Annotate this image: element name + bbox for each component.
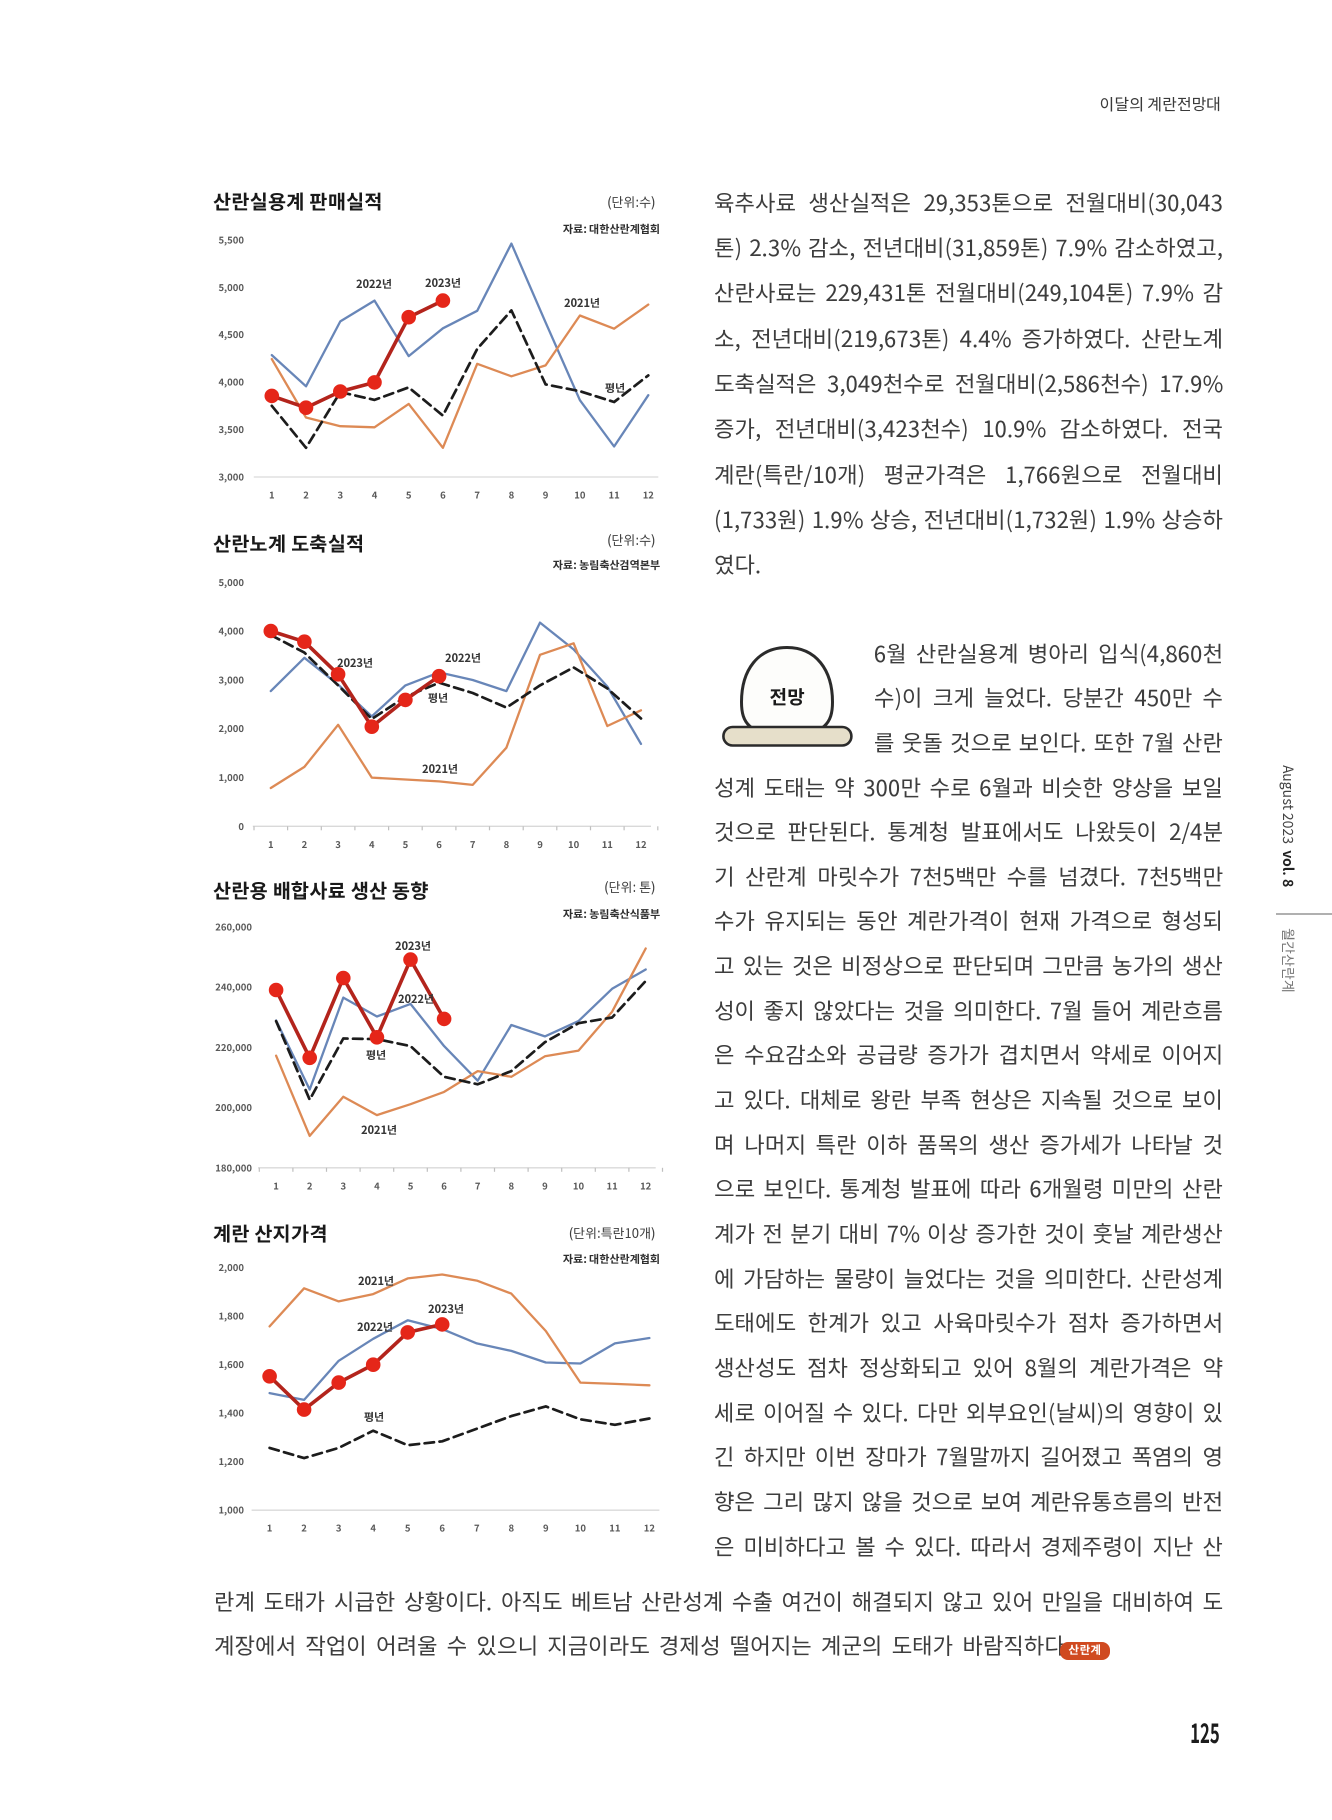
svg-text:4,500: 4,500	[218, 327, 244, 341]
svg-text:3,000: 3,000	[218, 470, 244, 484]
svg-text:10: 10	[573, 1178, 585, 1192]
svg-text:1,800: 1,800	[218, 1309, 244, 1323]
svg-text:2021년: 2021년	[422, 761, 458, 777]
svg-text:1,400: 1,400	[218, 1406, 244, 1420]
svg-text:2022년: 2022년	[398, 991, 434, 1007]
svg-text:8: 8	[508, 1521, 514, 1535]
svg-text:8: 8	[504, 837, 510, 851]
svg-text:12: 12	[635, 837, 647, 851]
svg-text:1: 1	[268, 837, 274, 851]
svg-text:2021년: 2021년	[361, 1122, 397, 1138]
svg-text:11: 11	[606, 1178, 617, 1192]
svg-text:1,000: 1,000	[218, 1503, 244, 1517]
svg-text:240,000: 240,000	[215, 980, 252, 994]
svg-text:2,000: 2,000	[218, 721, 244, 735]
svg-text:6: 6	[439, 1521, 445, 1535]
svg-text:2023년: 2023년	[428, 1301, 464, 1317]
svg-text:2023년: 2023년	[395, 938, 431, 954]
svg-text:12: 12	[640, 1178, 652, 1192]
svg-text:7: 7	[475, 1178, 481, 1192]
svg-text:3: 3	[336, 1521, 342, 1535]
svg-text:4,000: 4,000	[218, 624, 244, 638]
svg-text:2023년: 2023년	[425, 275, 461, 291]
svg-text:2: 2	[302, 837, 308, 851]
svg-text:9: 9	[543, 488, 549, 502]
svg-text:6: 6	[436, 837, 442, 851]
svg-text:2021년: 2021년	[564, 295, 600, 311]
svg-text:10: 10	[575, 1521, 587, 1535]
svg-text:12: 12	[643, 488, 655, 502]
svg-text:1,600: 1,600	[218, 1357, 244, 1371]
svg-text:평년: 평년	[428, 690, 448, 706]
svg-text:11: 11	[602, 837, 613, 851]
svg-text:3,500: 3,500	[218, 422, 244, 436]
svg-text:2: 2	[303, 488, 309, 502]
svg-text:5: 5	[405, 1521, 411, 1535]
svg-text:4: 4	[370, 1521, 376, 1535]
svg-text:4,000: 4,000	[218, 375, 244, 389]
svg-text:5,000: 5,000	[218, 575, 244, 589]
svg-text:4: 4	[369, 837, 375, 851]
svg-text:1: 1	[269, 488, 275, 502]
svg-text:5: 5	[408, 1178, 414, 1192]
svg-text:1: 1	[273, 1178, 279, 1192]
svg-text:7: 7	[474, 488, 480, 502]
svg-text:11: 11	[609, 1521, 620, 1535]
svg-text:4: 4	[374, 1178, 380, 1192]
svg-text:4: 4	[372, 488, 378, 502]
svg-text:2022년: 2022년	[356, 276, 392, 292]
svg-text:180,000: 180,000	[215, 1160, 252, 1174]
svg-text:3: 3	[335, 837, 341, 851]
svg-text:9: 9	[542, 1178, 548, 1192]
svg-text:220,000: 220,000	[215, 1040, 252, 1054]
svg-text:평년: 평년	[364, 1409, 384, 1425]
svg-text:1,000: 1,000	[218, 770, 244, 784]
svg-text:9: 9	[543, 1521, 549, 1535]
svg-text:5: 5	[403, 837, 409, 851]
svg-text:9: 9	[537, 837, 543, 851]
svg-text:전망: 전망	[770, 683, 805, 710]
svg-text:5,000: 5,000	[218, 280, 244, 294]
svg-text:8: 8	[509, 488, 515, 502]
svg-text:10: 10	[568, 837, 580, 851]
svg-text:5: 5	[406, 488, 412, 502]
svg-text:평년: 평년	[366, 1047, 386, 1063]
svg-text:2022년: 2022년	[445, 650, 481, 666]
svg-text:3,000: 3,000	[218, 672, 244, 686]
svg-text:2: 2	[307, 1178, 313, 1192]
svg-text:6: 6	[441, 1178, 447, 1192]
svg-text:7: 7	[470, 837, 476, 851]
svg-text:6: 6	[440, 488, 446, 502]
svg-text:7: 7	[474, 1521, 480, 1535]
svg-text:0: 0	[238, 819, 244, 833]
svg-text:2022년: 2022년	[357, 1319, 393, 1335]
svg-text:2023년: 2023년	[337, 655, 373, 671]
svg-text:2,000: 2,000	[218, 1260, 244, 1274]
svg-text:2: 2	[301, 1521, 307, 1535]
svg-text:260,000: 260,000	[215, 919, 252, 933]
svg-text:평년: 평년	[605, 380, 625, 396]
svg-text:12: 12	[644, 1521, 656, 1535]
svg-text:5,500: 5,500	[218, 232, 244, 246]
svg-text:10: 10	[574, 488, 586, 502]
svg-text:1: 1	[267, 1521, 273, 1535]
svg-text:1,200: 1,200	[218, 1454, 244, 1468]
svg-text:2021년: 2021년	[358, 1273, 394, 1289]
svg-text:200,000: 200,000	[215, 1100, 252, 1114]
svg-text:3: 3	[340, 1178, 346, 1192]
svg-text:11: 11	[608, 488, 619, 502]
svg-text:3: 3	[337, 488, 343, 502]
svg-text:8: 8	[508, 1178, 514, 1192]
